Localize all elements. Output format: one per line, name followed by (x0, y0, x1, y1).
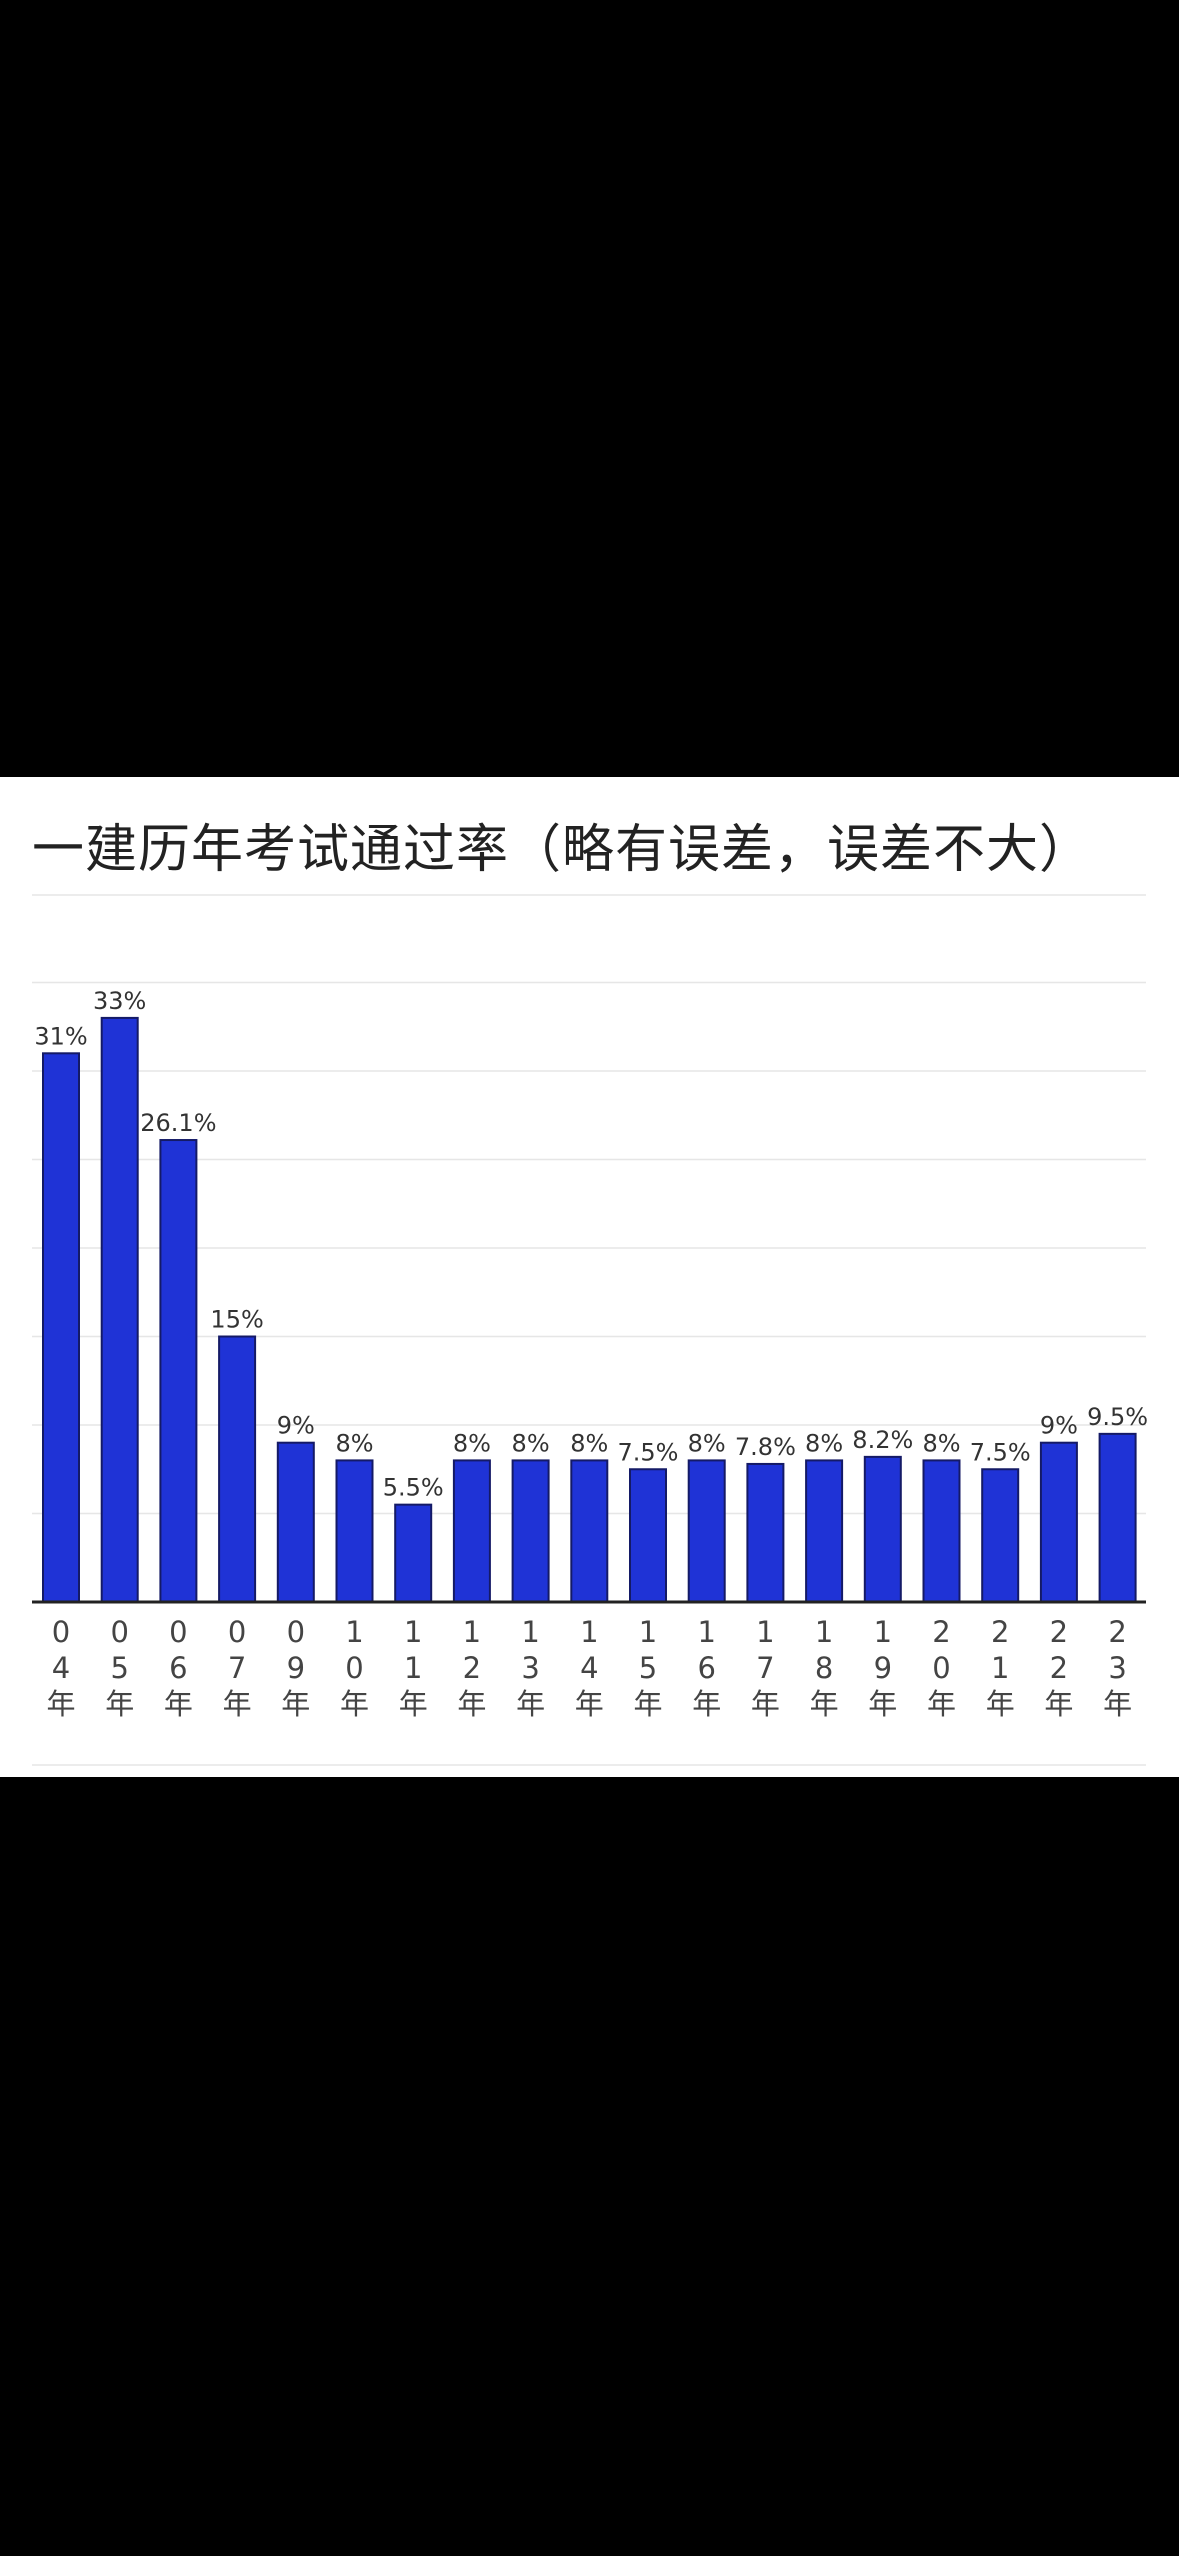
bar (1039, 1441, 1078, 1604)
bar (629, 1468, 667, 1603)
bar-value-label: 26.1% (140, 1109, 216, 1137)
bar-value-label: 31% (34, 1022, 87, 1050)
bar (805, 1459, 844, 1604)
bar-value-label: 7.8% (735, 1433, 796, 1461)
bottom-divider (32, 1764, 1146, 1766)
bar (159, 1139, 198, 1603)
title-divider (32, 894, 1146, 896)
bar (863, 1455, 902, 1603)
bar (687, 1459, 726, 1604)
bar-value-label: 8% (688, 1429, 726, 1457)
bar (394, 1503, 433, 1604)
chart-card: 一建历年考试通过率（略有误差，误差不大） 31% 0 4 年 33% 0 5 年 26.1% 0 6… (0, 777, 1179, 1777)
bar (100, 1016, 139, 1603)
bar-value-label: 8% (570, 1429, 608, 1457)
bar (981, 1468, 1020, 1603)
bar-value-label: 8% (922, 1429, 960, 1457)
bar-value-label: 7.5% (618, 1438, 679, 1466)
bar (335, 1459, 374, 1604)
bar (276, 1441, 315, 1604)
bar (746, 1462, 785, 1603)
bar-value-label: 8% (453, 1429, 491, 1457)
bar (42, 1052, 80, 1603)
bar-value-label: 7.5% (970, 1438, 1031, 1466)
bar-value-label: 8% (335, 1429, 373, 1457)
bar-value-label: 8.2% (852, 1426, 913, 1454)
bar-value-label: 33% (93, 987, 146, 1015)
bar-chart: 31% 0 4 年 33% 0 5 年 26.1% 0 6 年 15% 0 7 年 9% 0 9 年 8% 1 0 年 5.5%… (32, 981, 1148, 1721)
bar-value-label: 9% (1040, 1412, 1078, 1440)
bar (922, 1459, 961, 1604)
bar (218, 1335, 257, 1603)
bar (570, 1459, 609, 1604)
bar (511, 1459, 550, 1604)
bar-value-label: 9.5% (1087, 1403, 1148, 1431)
bar (452, 1459, 491, 1604)
bar-value-label: 9% (277, 1412, 315, 1440)
chart-title: 一建历年考试通过率（略有误差，误差不大） (32, 820, 1093, 880)
bar-value-label: 8% (512, 1429, 550, 1457)
bar (1098, 1432, 1137, 1603)
bar-value-label: 5.5% (383, 1474, 444, 1502)
bar-value-label: 15% (210, 1306, 263, 1334)
bar-value-label: 8% (805, 1429, 843, 1457)
